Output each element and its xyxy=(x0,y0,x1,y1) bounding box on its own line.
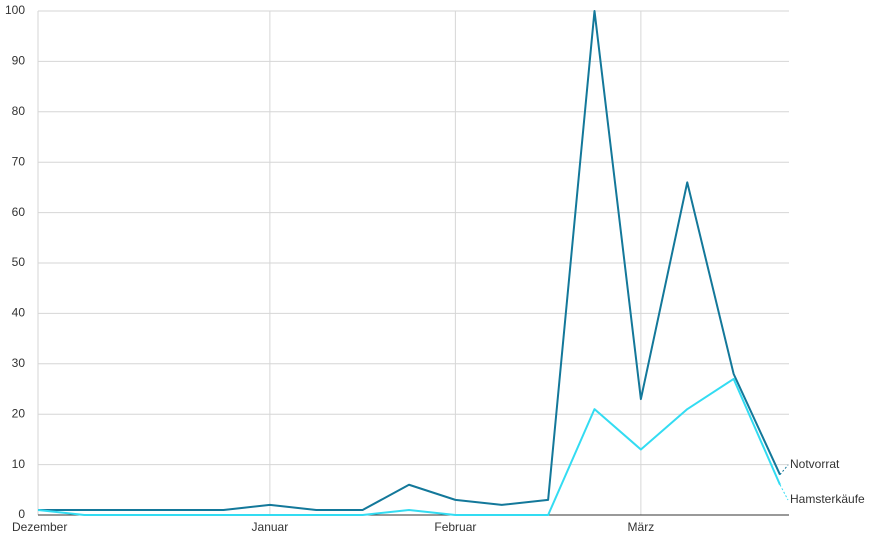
x-tick-label: Februar xyxy=(434,520,476,534)
y-tick-label: 100 xyxy=(5,3,25,17)
y-tick-label: 20 xyxy=(12,406,26,420)
x-tick-label: Dezember xyxy=(12,520,67,534)
x-tick-label: Januar xyxy=(252,520,289,534)
y-tick-label: 40 xyxy=(12,306,26,320)
x-tick-label: März xyxy=(628,520,655,534)
y-tick-label: 70 xyxy=(12,154,26,168)
y-tick-label: 60 xyxy=(12,205,26,219)
line-series xyxy=(37,377,781,516)
series-label: Hamsterkäufe xyxy=(790,492,865,506)
y-tick-label: 80 xyxy=(12,104,26,118)
y-tick-label: 50 xyxy=(12,255,26,269)
line-series xyxy=(38,10,781,511)
y-tick-label: 90 xyxy=(12,54,26,68)
label-connector xyxy=(779,484,789,501)
y-tick-label: 10 xyxy=(12,457,26,471)
y-tick-label: 30 xyxy=(12,356,26,370)
series-label: Notvorrat xyxy=(790,457,840,471)
label-connector xyxy=(779,464,789,475)
y-tick-label: 0 xyxy=(18,507,25,521)
